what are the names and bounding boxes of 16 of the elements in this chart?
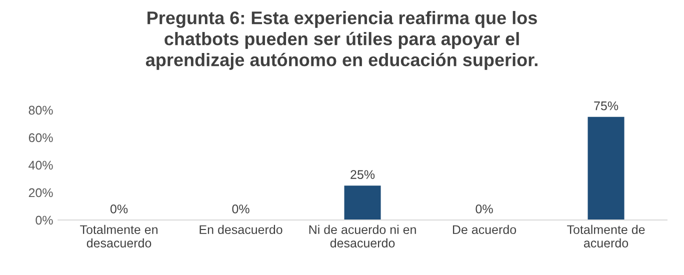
x-tick-label: En desacuerdo bbox=[200, 224, 282, 234]
data-label: 75% bbox=[594, 101, 618, 110]
data-label: 0% bbox=[232, 204, 250, 214]
y-tick-label: 40% bbox=[28, 160, 53, 170]
data-label: 0% bbox=[110, 204, 128, 214]
y-tick-label: 80% bbox=[28, 106, 53, 115]
x-tick-label: De acuerdo bbox=[452, 224, 516, 234]
x-tick-label: Totalmente de acuerdo bbox=[567, 224, 645, 248]
x-tick-label: Ni de acuerdo ni en desacuerdo bbox=[309, 224, 416, 248]
data-label: 0% bbox=[476, 204, 493, 214]
y-tick-label: 20% bbox=[28, 188, 53, 198]
y-tick-label: 0% bbox=[36, 216, 53, 225]
y-tick-label: 60% bbox=[28, 133, 53, 142]
data-label: 25% bbox=[350, 170, 375, 179]
x-tick-label: Totalmente en desacuerdo bbox=[80, 224, 158, 248]
chart-title: Pregunta 6: Esta experiencia reafirma que los chatbots pueden ser útiles para apoyar el aprendizaje autónomo en educación superior. bbox=[146, 11, 538, 70]
